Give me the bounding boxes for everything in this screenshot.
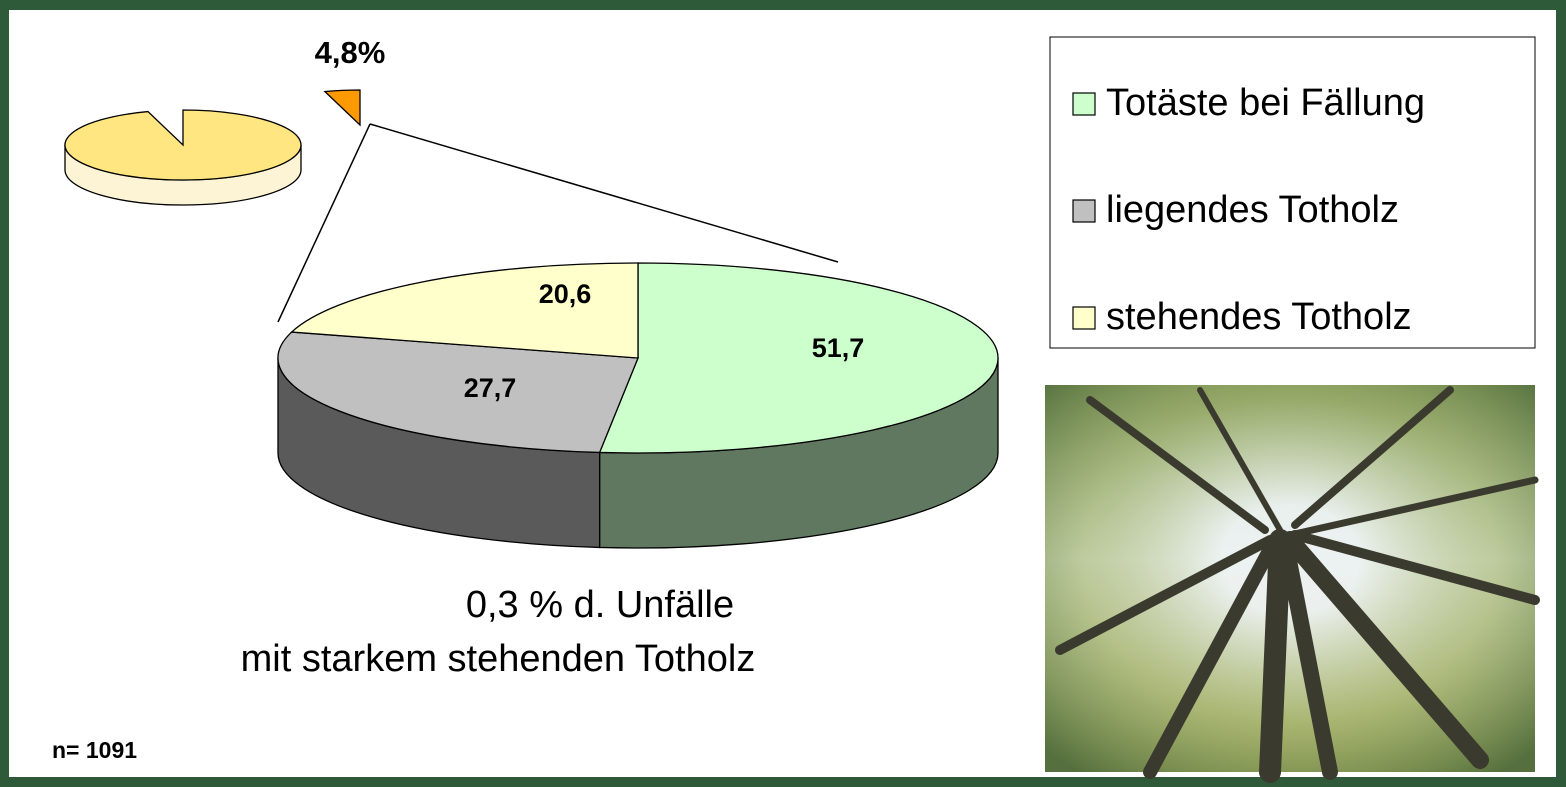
photo xyxy=(1045,385,1535,772)
pie-slice-group xyxy=(65,110,301,205)
legend-label: stehendes Totholz xyxy=(1106,296,1412,338)
data-label: 27,7 xyxy=(464,373,517,403)
chart: 51,7 27,7 20,6 4,8% Totäste bei Fällung liege… xyxy=(0,0,1566,787)
data-label: 20,6 xyxy=(539,279,592,309)
pie-slice xyxy=(325,90,360,125)
pie-slice-group xyxy=(600,263,998,548)
sample-size: n= 1091 xyxy=(52,737,137,763)
legend-swatch xyxy=(1073,307,1095,329)
legend-label: Totäste bei Fällung xyxy=(1106,82,1425,124)
legend-swatch xyxy=(1073,93,1095,115)
caption: mit starkem stehenden Totholz xyxy=(241,638,756,680)
data-label: 4,8% xyxy=(315,35,386,70)
pie-slice-group xyxy=(278,332,638,547)
legend-swatch xyxy=(1073,200,1095,222)
pie-slice xyxy=(65,110,301,180)
legend-label: liegendes Totholz xyxy=(1106,189,1399,231)
pie-slice-group xyxy=(325,90,360,125)
page: {"chart_data": [ {"type": "pie3d", "cate… xyxy=(0,0,1566,787)
caption: 0,3 % d. Unfälle xyxy=(466,584,734,626)
data-label: 51,7 xyxy=(812,333,865,363)
